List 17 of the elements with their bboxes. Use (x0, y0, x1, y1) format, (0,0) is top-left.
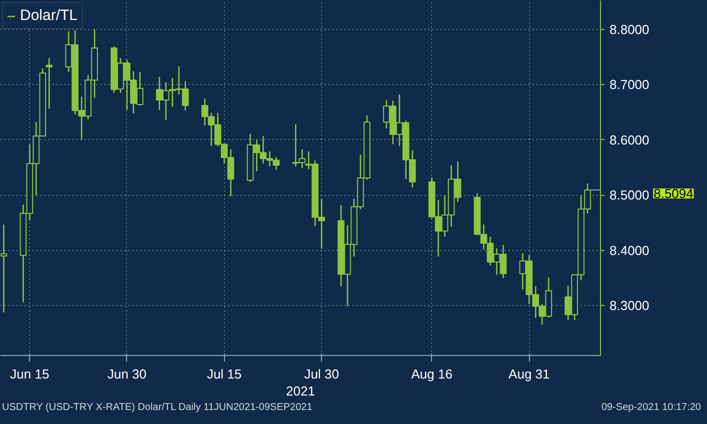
x-tick-label: Aug 16 (411, 366, 452, 382)
y-tick-label: 8.5000 (610, 188, 650, 203)
y-tick-label: 8.8000 (610, 22, 650, 37)
text: 09-Sep-2021 10:17:20 (601, 401, 701, 415)
x-tick-label: Jun 15 (10, 366, 50, 382)
legend-label: Dolar/TL (20, 7, 78, 24)
y-tick-label: 8.6000 (610, 132, 650, 148)
x-tick-label: Jun 30 (107, 366, 147, 382)
y-tick-label: 8.4000 (610, 242, 650, 258)
x-axis-title: 2021 (286, 384, 315, 398)
x-tick-label: Jul 30 (304, 366, 339, 382)
x-tick-label: Jul 15 (206, 366, 242, 382)
text: 8.5094 (654, 186, 694, 201)
y-tick-label: 8.3000 (610, 298, 650, 314)
text: USDTRY (USD-TRY X-RATE) Dolar/TL Daily 11JUN2021-09SEP2021 (2, 401, 312, 415)
x-tick-label: Aug 31 (508, 366, 550, 382)
y-tick-label: 8.7000 (610, 77, 650, 92)
